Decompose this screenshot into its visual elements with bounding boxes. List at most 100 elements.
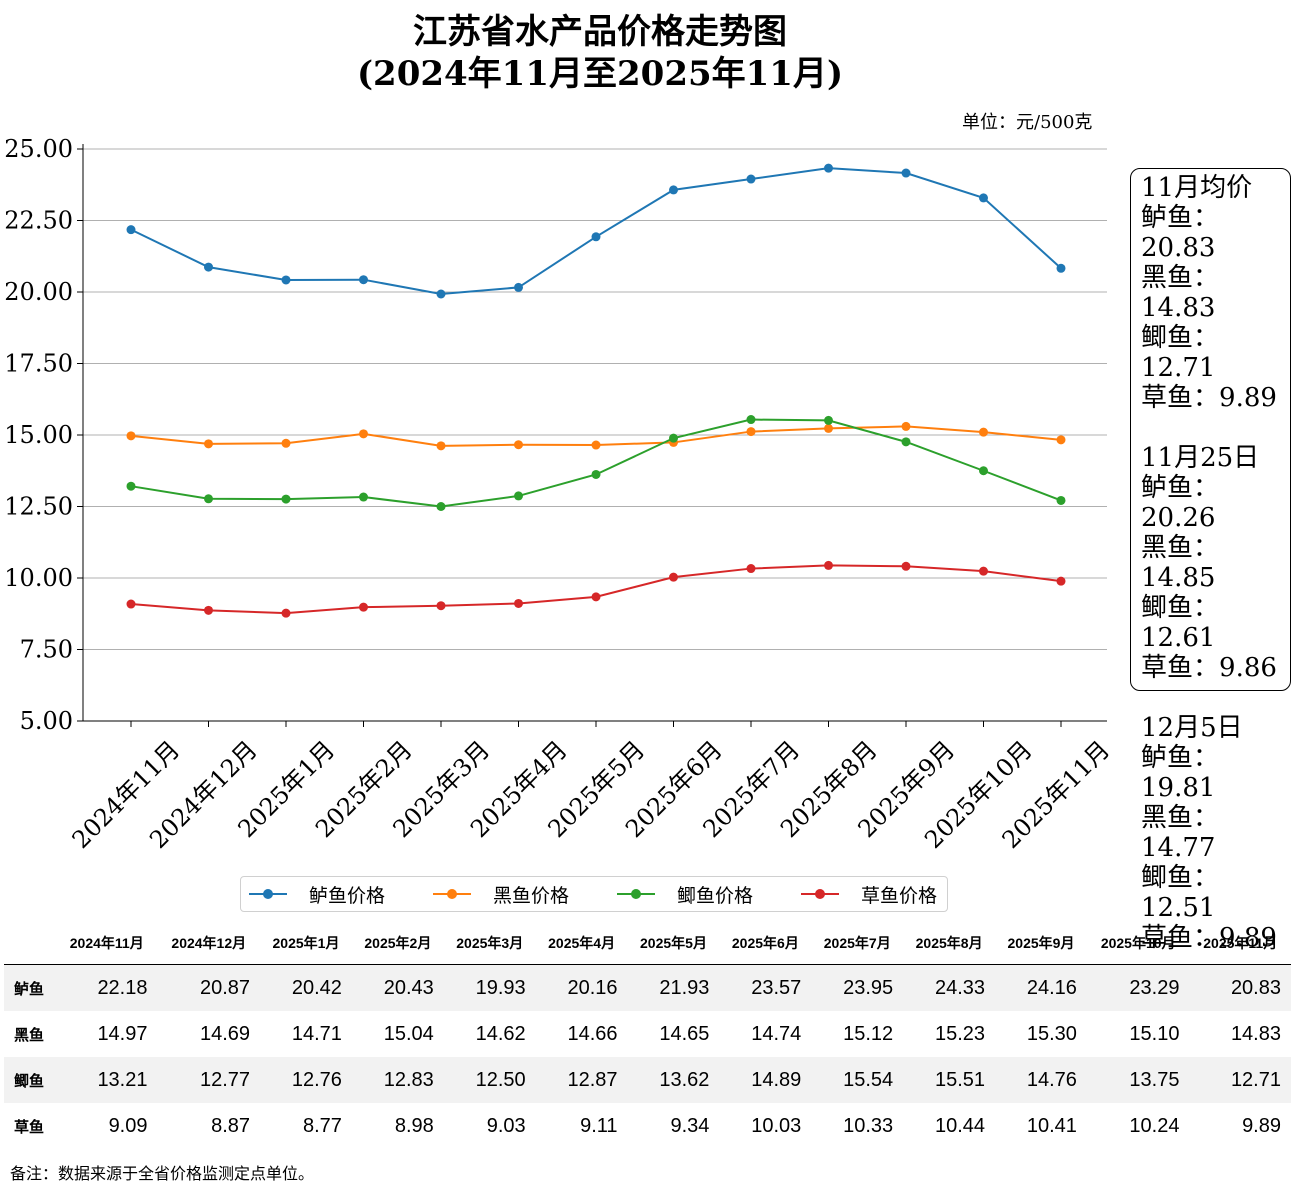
table-column-header: 2025年9月 [995,922,1087,965]
table-cell: 10.03 [751,1114,802,1137]
table-column-header: 2025年3月 [443,922,536,965]
table-cell: 9.03 [486,1114,526,1137]
table-cell: 14.83 [1230,1022,1281,1045]
table-row: 鲈鱼 22.18 20.87 20.42 20.43 19.93 20.16 21.93 23.… [4,964,1291,1011]
info-fish: 草鱼 [1141,653,1194,683]
info-line: 黑鱼：14.85 [1141,533,1220,593]
table-cell: 23.95 [811,964,904,1011]
table-row-header: 草鱼 [14,1118,45,1136]
info-line: 草鱼：9.86 [1141,653,1277,683]
info-value: 14.77 [1141,833,1216,863]
info-block: 12月5日 鲈鱼：19.81 黑鱼：14.77 鲫鱼：12.51 草鱼：9.89 [1141,713,1290,953]
data-point [281,438,291,448]
data-point [901,421,911,431]
info-value: 12.61 [1141,623,1216,653]
info-value: 12.71 [1141,353,1216,383]
table-column-header: 2025年2月 [351,922,444,965]
info-fish: 鲫鱼 [1141,593,1194,623]
legend-item: 黑鱼价格 [433,877,569,911]
table-row: 鲫鱼 13.21 12.77 12.76 12.83 12.50 12.87 13.62 14.… [4,1057,1291,1103]
table-cell: 10.24 [1129,1114,1180,1137]
table-cell: 15.23 [934,1022,986,1045]
info-value: 19.81 [1141,773,1216,803]
data-point [824,560,833,570]
data-point [1056,495,1066,505]
info-line: 鲫鱼：12.61 [1141,593,1220,653]
y-tick-label: 10.00 [4,564,73,592]
info-value: 9.86 [1219,653,1277,683]
info-value: 20.83 [1141,233,1216,263]
chart-subtitle: (2024年11月至2025年11月) [356,54,844,94]
chart-legend: 鲈鱼价格 黑鱼价格 鲫鱼价格 草鱼价格 [240,876,948,912]
table-cell: 12.83 [351,1057,444,1103]
table-cell: 12.50 [443,1057,536,1103]
table-cell: 23.57 [719,964,812,1011]
table-cell: 22.18 [56,964,158,1011]
legend-label: 鲫鱼价格 [677,884,754,907]
legend-swatch [249,889,287,899]
table-cell: 8.98 [394,1114,434,1137]
table-cell: 15.12 [843,1022,894,1045]
data-point [126,431,136,441]
table-cell: 15.30 [1026,1022,1077,1045]
data-point [669,572,678,582]
data-point [591,469,601,479]
table-cell: 8.77 [302,1114,342,1137]
y-tick-label: 12.50 [4,493,73,521]
data-point [746,427,756,437]
table-cell: 14.89 [719,1057,812,1103]
data-point [281,494,291,504]
table-cell: 9.11 [580,1114,618,1137]
data-point [436,502,446,511]
legend-label: 草鱼价格 [861,884,938,907]
data-point [746,564,756,574]
info-fish: 鲈鱼 [1141,743,1194,773]
data-point [1056,576,1066,586]
y-tick-label: 17.50 [4,350,73,378]
data-point [591,440,601,450]
y-tick-label: 22.50 [4,207,73,235]
table-cell: 24.16 [995,964,1087,1011]
info-line: 鲈鱼：20.26 [1141,473,1220,533]
legend-swatch [617,889,655,899]
data-point [824,423,833,433]
table-row-header: 鲈鱼 [4,964,56,1011]
table-cell: 15.10 [1129,1022,1180,1045]
data-point [359,275,368,285]
table-cell: 15.54 [811,1057,904,1103]
data-point [979,193,988,203]
footnote: 备注：数据来源于全省价格监测定点单位。 [10,1164,315,1183]
table-cell: 19.93 [443,964,536,1011]
table-cell: 14.62 [475,1022,526,1045]
data-point [359,602,368,612]
chart-title: 江苏省水产品价格走势图 [413,12,787,52]
table-column-header: 2025年5月 [627,922,720,965]
data-point [126,599,136,609]
data-point [979,566,988,576]
table-column-header: 2025年7月 [811,922,904,965]
legend-label: 鲈鱼价格 [309,884,386,907]
data-point [824,415,833,425]
legend-item: 草鱼价格 [801,877,937,911]
info-line: 鲫鱼：12.51 [1141,863,1220,923]
data-point [281,608,291,618]
info-line: 鲈鱼：19.81 [1141,743,1220,803]
data-point [204,494,213,504]
data-point [1056,435,1066,445]
info-heading: 11月均价 [1141,173,1253,203]
info-heading: 11月25日 [1141,443,1260,473]
table-column-header: 2025年8月 [903,922,996,965]
table-cell: 12.87 [535,1057,628,1103]
legend-label: 黑鱼价格 [493,884,570,907]
table-cell: 15.04 [383,1022,434,1045]
y-tick-label: 7.50 [20,636,73,664]
table-cell: 20.42 [260,964,352,1011]
data-point [901,168,911,178]
info-fish: 草鱼 [1141,383,1194,413]
table-cell: 13.75 [1086,1057,1190,1103]
data-point [204,262,213,272]
price-table: 2024年11月 2024年12月 2025年1月 2025年2月 2025年3月 202… [4,922,1291,1149]
table-row-header: 鲫鱼 [4,1057,56,1103]
info-value: 12.51 [1141,893,1216,923]
info-value: 14.85 [1141,563,1216,593]
